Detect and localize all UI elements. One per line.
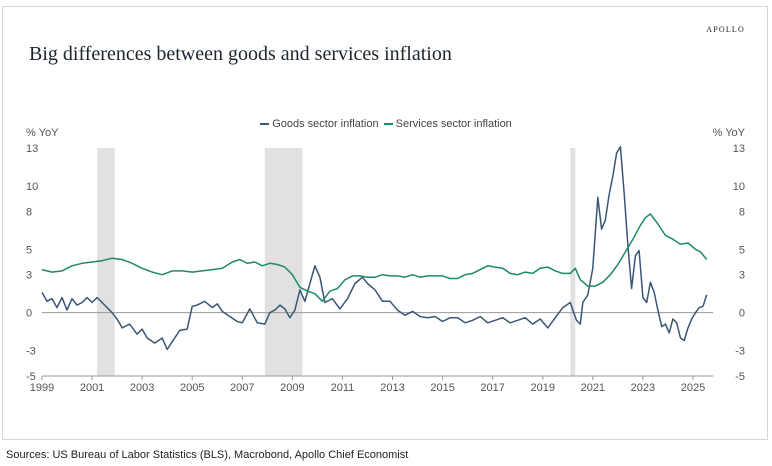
y-tick-right-0: 13 (733, 143, 745, 155)
series-lines (42, 147, 707, 350)
x-tick-label-5: 2009 (280, 382, 304, 394)
y-axis-label-right: % YoY (713, 127, 746, 139)
y-tick-left-4: 3 (26, 270, 32, 282)
goods-inflation-line (42, 147, 707, 350)
source-note: Sources: US Bureau of Labor Statistics (… (6, 449, 408, 461)
x-tick-label-2: 2003 (130, 382, 154, 394)
x-tick-label-13: 2025 (681, 382, 705, 394)
x-tick-label-3: 2005 (180, 382, 204, 394)
y-tick-left-2: 8 (26, 206, 32, 218)
y-tick-left-3: 5 (26, 244, 32, 256)
recession-band-0 (97, 148, 115, 376)
y-tick-right-2: 8 (739, 206, 745, 218)
y-tick-left-1: 10 (26, 181, 38, 193)
y-tick-right-5: 0 (739, 308, 745, 320)
x-tick-label-10: 2019 (531, 382, 555, 394)
chart-plot: % YoY % YoY 13 1310 108 85 53 30 0-3 -3-5 -51999… (0, 0, 772, 466)
y-tick-right-7: -5 (735, 371, 745, 383)
recession-band-1 (265, 148, 303, 376)
services-inflation-line (42, 214, 707, 301)
y-tick-left-5: 0 (26, 308, 32, 320)
x-tick-label-12: 2023 (631, 382, 655, 394)
recession-bands (97, 148, 575, 376)
x-tick-label-0: 1999 (30, 382, 54, 394)
x-tick-label-9: 2017 (480, 382, 504, 394)
x-tick-label-11: 2021 (581, 382, 605, 394)
x-tick-label-6: 2011 (331, 382, 355, 394)
y-tick-left-6: -3 (26, 346, 36, 358)
y-tick-right-1: 10 (733, 181, 745, 193)
x-tick-label-4: 2007 (230, 382, 254, 394)
y-tick-right-6: -3 (735, 346, 745, 358)
y-tick-right-4: 3 (739, 270, 745, 282)
x-tick-label-1: 2001 (80, 382, 104, 394)
y-tick-right-3: 5 (739, 244, 745, 256)
x-tick-label-7: 2013 (380, 382, 404, 394)
y-tick-left-0: 13 (26, 143, 38, 155)
x-tick-label-8: 2015 (430, 382, 454, 394)
y-axis-label-left: % YoY (26, 127, 59, 139)
recession-band-2 (570, 148, 575, 376)
